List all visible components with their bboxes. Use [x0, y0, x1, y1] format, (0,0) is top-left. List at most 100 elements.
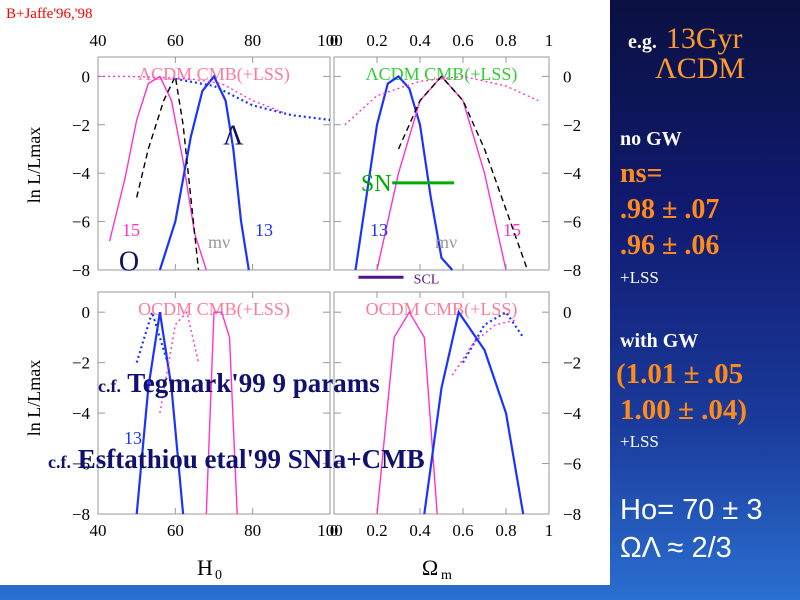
efstathiou-note-prefix: c.f.: [48, 452, 71, 472]
panel-bottom-right-xtick-label: 0.2: [366, 521, 387, 540]
efstathiou-note-text: Esftathiou etal'99 SNIa+CMB: [77, 444, 425, 474]
likelihood-figure: 0 −2 −4 −6 −8 40 60 80 100 ΛCDM CMB(+LSS) 15 mν 13 Λ O…: [6, 6, 582, 583]
panel-top-right-ytick-label: 0: [563, 67, 572, 86]
panel-top-left-ytick-label: 0: [82, 67, 91, 86]
panel-top-right-marker-sn: SN: [361, 171, 392, 197]
xlabel-h0: H: [197, 555, 213, 580]
ylabel-1: ln L/Lmax: [24, 360, 44, 436]
panel-bottom-left-ytick-label: −8: [72, 505, 90, 524]
panel-top-left-label: mν: [208, 232, 230, 252]
panel-bottom-left-ytick-label: −4: [72, 404, 91, 423]
panel-top-left-label: 15: [122, 220, 140, 240]
xlabel-omega-m: Ω: [422, 555, 438, 580]
panel-top-left-ytick-label: −8: [72, 261, 90, 280]
panel-top-right-xtick-label-top: 1: [545, 31, 554, 50]
panel-bottom-right-xtick-label: 0.8: [495, 521, 516, 540]
panel-top-right-xtick-label-top: 0: [330, 31, 339, 50]
panel-bottom-right-ytick-label: −4: [563, 404, 582, 423]
panel-top-left-ytick-label: −4: [72, 164, 91, 183]
panel-bottom-right-xtick-label: 0: [330, 521, 339, 540]
panel-top-right-label: mν: [435, 232, 457, 252]
no-gw-label: no GW: [620, 128, 682, 150]
citation: B+Jaffe'96,'98: [6, 6, 93, 22]
panel-bottom-right-ytick-label: −2: [563, 354, 581, 373]
panel-top-left-xtick-label-top: 40: [90, 31, 107, 50]
panel-top-left-frame: [97, 56, 331, 271]
panel-top-left-xtick-label-top: 60: [167, 31, 184, 50]
panel-bottom-right-series-0: [376, 310, 438, 515]
panel-bottom-left-series-2: [205, 311, 238, 515]
panel-bottom-left-xtick-label: 100: [317, 521, 343, 540]
panel-top-right-title: ΛCDM CMB(+LSS): [366, 64, 518, 85]
panel-top-right-ytick-label: −6: [563, 213, 581, 232]
panel-top-right-frame: [333, 56, 550, 271]
panel-top-right-xtick-label-top: 0.4: [409, 31, 431, 50]
panel-bottom-left-xtick-label: 80: [244, 521, 261, 540]
panel-bottom-right-series-3: [451, 319, 517, 376]
panel-bottom-right-series-2: [462, 310, 525, 364]
h0-result: Ho= 70 ± 3: [620, 494, 763, 526]
with-gw-label: with GW: [620, 330, 699, 352]
panel-top-right-xtick-label-top: 0.2: [366, 31, 387, 50]
panel-top-left-series-0: [108, 75, 207, 271]
panel-bottom-left-series-0: [135, 312, 185, 515]
panel-bottom-left-ytick-label: −6: [72, 455, 90, 474]
panel-top-right-marker-scl: SCL: [414, 272, 440, 287]
panel-top-left-xtick-label-top: 80: [244, 31, 261, 50]
panel-top-right-label: 15: [503, 220, 521, 240]
panel-top-right-ytick-label: −8: [563, 261, 581, 280]
ylabel-0: ln L/Lmax: [24, 127, 44, 203]
panel-bottom-right-xtick-label: 1: [545, 521, 554, 540]
panel-bottom-left-xtick-label: 60: [167, 521, 184, 540]
panel-bottom-right-xtick-label: 0.4: [409, 521, 431, 540]
panel-top-left-series-3: [98, 75, 284, 114]
panel-top-left-series-2: [136, 74, 200, 271]
xlabel-h0-sub: 0: [215, 568, 222, 583]
ns-value-2: .96 ± .06: [620, 230, 720, 261]
panel-top-left-ytick-label: −2: [72, 116, 90, 135]
panel-top-right-xtick-label-top: 0.6: [452, 31, 473, 50]
eg-model: ΛCDM: [655, 52, 746, 85]
xlabel-omega-sub: m: [441, 568, 452, 583]
panel-bottom-right-frame: [333, 291, 550, 515]
panel-bottom-left-ytick-label: 0: [82, 303, 91, 322]
panel-top-left-series-1: [158, 74, 250, 271]
ns-value-1: .98 ± .07: [620, 194, 720, 225]
panel-bottom-right-ytick-label: 0: [563, 303, 572, 322]
panel-top-left-marker: Λ: [223, 120, 244, 151]
efstathiou-note: c.f. Esftathiou etal'99 SNIa+CMB: [48, 444, 425, 475]
panel-top-right-label: 13: [370, 220, 388, 240]
gw-value-2: 1.00 ± .04): [620, 394, 748, 426]
panel-bottom-left-ytick-label: −2: [72, 354, 90, 373]
panel-bottom-left-label: 13: [124, 428, 142, 448]
panel-bottom-right-ytick-label: −8: [563, 505, 581, 524]
panel-top-right-series-3: [344, 75, 539, 126]
panel-bottom-left-title: OCDM CMB(+LSS): [138, 299, 290, 320]
tegmark-note: c.f. Tegmark'99 9 params: [98, 368, 380, 399]
panel-top-left-label: 13: [255, 220, 273, 240]
panel-bottom-right-title: OCDM CMB(+LSS): [366, 299, 518, 320]
panel-bottom-right-series-1: [423, 309, 525, 515]
panel-top-right-ytick-label: −4: [563, 164, 582, 183]
tegmark-note-text: Tegmark'99 9 params: [127, 368, 380, 398]
panel-top-left-xtick-label-top: 100: [317, 31, 343, 50]
eg-line: e.g. 13Gyr: [628, 22, 743, 56]
panel-bottom-left-frame: [97, 291, 331, 515]
panel-bottom-right-xtick-label: 0.6: [452, 521, 473, 540]
panel-top-right-series-0: [354, 74, 454, 271]
gw-value-1: (1.01 ± .05: [616, 358, 744, 390]
tegmark-note-prefix: c.f.: [98, 376, 121, 396]
panel-bottom-left-xtick-label: 40: [90, 521, 107, 540]
omega-lambda-result: ΩΛ ≈ 2/3: [620, 532, 732, 564]
panel-top-left-ytick-label: −6: [72, 213, 90, 232]
panel-top-right-ytick-label: −2: [563, 116, 581, 135]
panel-top-left-series-4: [175, 77, 331, 121]
lss-label-1: +LSS: [620, 268, 659, 287]
panel-top-right-series-2: [397, 75, 529, 271]
eg-prefix: e.g.: [628, 31, 657, 53]
ns-label: ns=: [620, 158, 663, 189]
panel-bottom-right-ytick-label: −6: [563, 455, 581, 474]
panel-top-right-xtick-label-top: 0.8: [495, 31, 516, 50]
eg-title: 13Gyr: [665, 22, 743, 55]
